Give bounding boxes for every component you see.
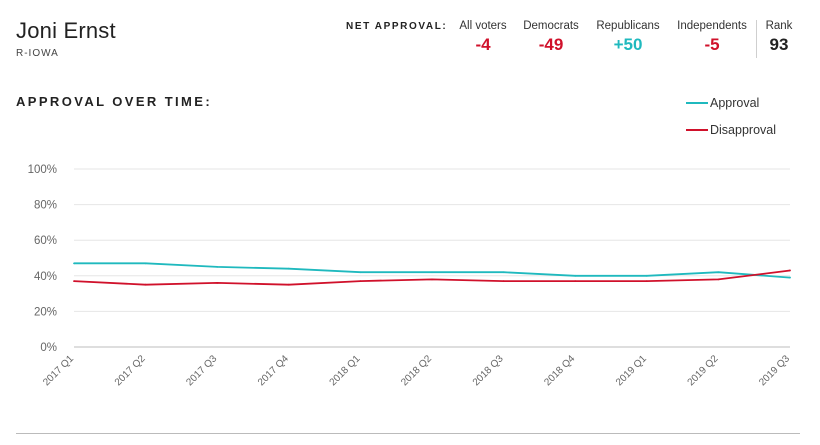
- approval-point: [73, 262, 75, 265]
- stat-label: Democrats: [523, 20, 579, 32]
- stat-value: -5: [704, 35, 720, 54]
- senator-state: R-IOWA: [16, 48, 59, 59]
- x-tick-label: 2017 Q1: [41, 353, 76, 388]
- rank-value: 93: [769, 35, 789, 54]
- net-approval-label: NET APPROVAL:: [346, 21, 448, 32]
- y-tick-label: 0%: [40, 342, 57, 354]
- stat-value: +50: [613, 35, 643, 54]
- y-tick-label: 20%: [34, 306, 57, 318]
- approval-point: [144, 262, 147, 265]
- legend-swatch: [686, 129, 708, 131]
- bottom-rule: [16, 433, 800, 434]
- x-tick-label: 2019 Q2: [686, 353, 721, 388]
- disapproval-point: [431, 278, 433, 281]
- y-tick-label: 60%: [34, 235, 57, 247]
- disapproval-point: [717, 278, 720, 281]
- disapproval-point: [502, 280, 505, 283]
- disapproval-point: [144, 283, 147, 286]
- x-tick-label: 2017 Q4: [256, 353, 291, 388]
- approval-point: [502, 271, 505, 274]
- stat-all-voters: All voters -4: [457, 20, 509, 55]
- legend-swatch: [686, 102, 708, 104]
- stat-rank: Rank 93: [762, 20, 796, 55]
- x-tick-label: 2017 Q2: [113, 353, 148, 388]
- approval-point: [645, 274, 648, 277]
- disapproval-point: [359, 280, 362, 283]
- stat-democrats: Democrats -49: [521, 20, 581, 55]
- x-tick-label: 2019 Q3: [757, 353, 792, 388]
- x-tick-label: 2018 Q4: [542, 353, 577, 388]
- y-tick-label: 100%: [28, 164, 57, 176]
- stat-label: Independents: [677, 20, 747, 32]
- approval-point: [717, 271, 720, 274]
- y-tick-label: 80%: [34, 200, 57, 212]
- x-tick-label: 2018 Q1: [328, 353, 363, 388]
- stat-value: -4: [475, 35, 491, 54]
- disapproval-point: [789, 269, 791, 272]
- approval-point: [431, 271, 433, 274]
- approval-point: [789, 276, 791, 279]
- chart-title: APPROVAL OVER TIME:: [16, 94, 213, 109]
- approval-point: [359, 271, 362, 274]
- stat-republicans: Republicans +50: [594, 20, 662, 55]
- legend-approval: Approval: [686, 96, 759, 110]
- y-tick-label: 40%: [34, 271, 57, 283]
- stat-independents: Independents -5: [673, 20, 751, 55]
- disapproval-point: [287, 283, 290, 286]
- legend-label: Disapproval: [710, 123, 777, 137]
- rank-label: Rank: [765, 20, 793, 32]
- x-tick-label: 2018 Q2: [399, 353, 434, 388]
- stat-label: All voters: [459, 20, 507, 32]
- legend-disapproval: Disapproval: [686, 123, 776, 137]
- approval-point: [574, 274, 577, 277]
- disapproval-point: [574, 280, 577, 283]
- stat-divider: [756, 20, 757, 58]
- stat-label: Republicans: [596, 20, 660, 32]
- x-tick-label: 2019 Q1: [614, 353, 649, 388]
- approval-point: [216, 266, 219, 268]
- disapproval-point: [645, 280, 648, 283]
- disapproval-point: [73, 280, 75, 283]
- stat-value: -49: [538, 35, 564, 54]
- x-tick-label: 2018 Q3: [471, 353, 506, 388]
- legend-label: Approval: [710, 96, 760, 110]
- approval-point: [287, 267, 290, 270]
- x-tick-label: 2017 Q3: [184, 353, 219, 388]
- disapproval-point: [216, 282, 219, 284]
- senator-name: Joni Ernst: [16, 18, 116, 43]
